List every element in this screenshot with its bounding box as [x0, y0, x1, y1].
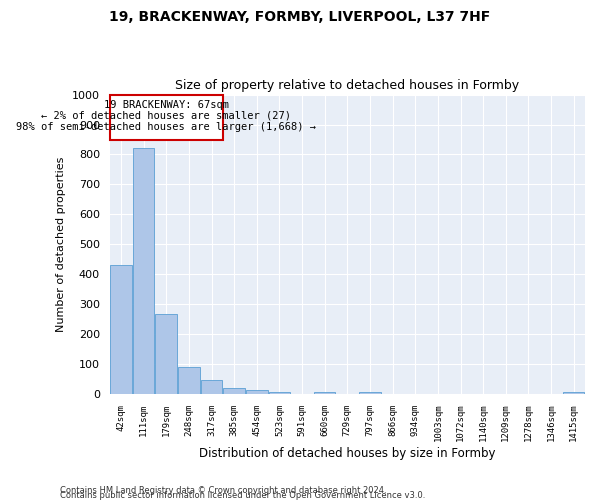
Bar [359, 392, 381, 394]
Title: Size of property relative to detached houses in Formby: Size of property relative to detached ho… [175, 79, 520, 92]
Bar [201, 380, 222, 394]
Bar [133, 148, 154, 394]
Text: 19 BRACKENWAY: 67sqm: 19 BRACKENWAY: 67sqm [104, 100, 229, 110]
Bar [246, 390, 268, 394]
Bar [110, 94, 223, 140]
Text: 19, BRACKENWAY, FORMBY, LIVERPOOL, L37 7HF: 19, BRACKENWAY, FORMBY, LIVERPOOL, L37 7… [109, 10, 491, 24]
Text: 98% of semi-detached houses are larger (1,668) →: 98% of semi-detached houses are larger (… [16, 122, 316, 132]
Bar [223, 388, 245, 394]
Bar [563, 392, 584, 394]
Text: Contains HM Land Registry data © Crown copyright and database right 2024.: Contains HM Land Registry data © Crown c… [60, 486, 386, 495]
Bar [269, 392, 290, 394]
X-axis label: Distribution of detached houses by size in Formby: Distribution of detached houses by size … [199, 447, 496, 460]
Bar [110, 266, 132, 394]
Text: ← 2% of detached houses are smaller (27): ← 2% of detached houses are smaller (27) [41, 111, 291, 121]
Bar [178, 366, 200, 394]
Bar [314, 392, 335, 394]
Bar [155, 314, 177, 394]
Text: Contains public sector information licensed under the Open Government Licence v3: Contains public sector information licen… [60, 490, 425, 500]
Y-axis label: Number of detached properties: Number of detached properties [56, 156, 67, 332]
